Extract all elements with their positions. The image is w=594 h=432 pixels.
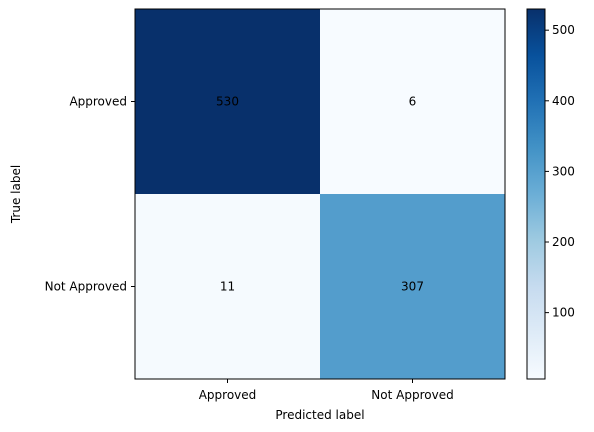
y-tick-label-1: Not Approved: [45, 280, 127, 294]
colorbar-tick-label-3: 400: [552, 94, 575, 108]
colorbar-fill: [526, 8, 546, 380]
x-axis: Approved Not Approved: [199, 379, 454, 402]
y-tick-label-0: Approved: [69, 95, 127, 109]
heatmap-value-r1-c1: 307: [401, 280, 424, 294]
heatmap-cells: [135, 9, 505, 379]
heatmap-cell-r1-c0: [135, 194, 320, 379]
heatmap-value-r0-c1: 6: [409, 95, 417, 109]
x-tick-label-1: Not Approved: [371, 388, 453, 402]
heatmap-cell-r0-c1: [320, 9, 505, 194]
heatmap-value-r1-c0: 11: [220, 280, 235, 294]
x-tick-label-0: Approved: [199, 388, 257, 402]
colorbar-ticks: 100 200 300 400 500: [545, 23, 575, 320]
heatmap-cell-r1-c1: [320, 194, 505, 379]
heatmap-cell-labels: 530 6 11 307: [216, 95, 424, 294]
x-axis-label: Predicted label: [275, 408, 364, 422]
plot-frame: [134, 8, 506, 380]
colorbar: 100 200 300 400 500: [526, 8, 575, 380]
colorbar-tick-label-4: 500: [552, 23, 575, 37]
colorbar-tick-label-0: 100: [552, 306, 575, 320]
heatmap-value-r0-c0: 530: [216, 95, 239, 109]
colorbar-tick-label-1: 200: [552, 235, 575, 249]
heatmap-cell-r0-c0: [135, 9, 320, 194]
y-axis: Approved Not Approved: [45, 95, 135, 294]
colorbar-tick-label-2: 300: [552, 164, 575, 178]
y-axis-label: True label: [9, 165, 23, 224]
